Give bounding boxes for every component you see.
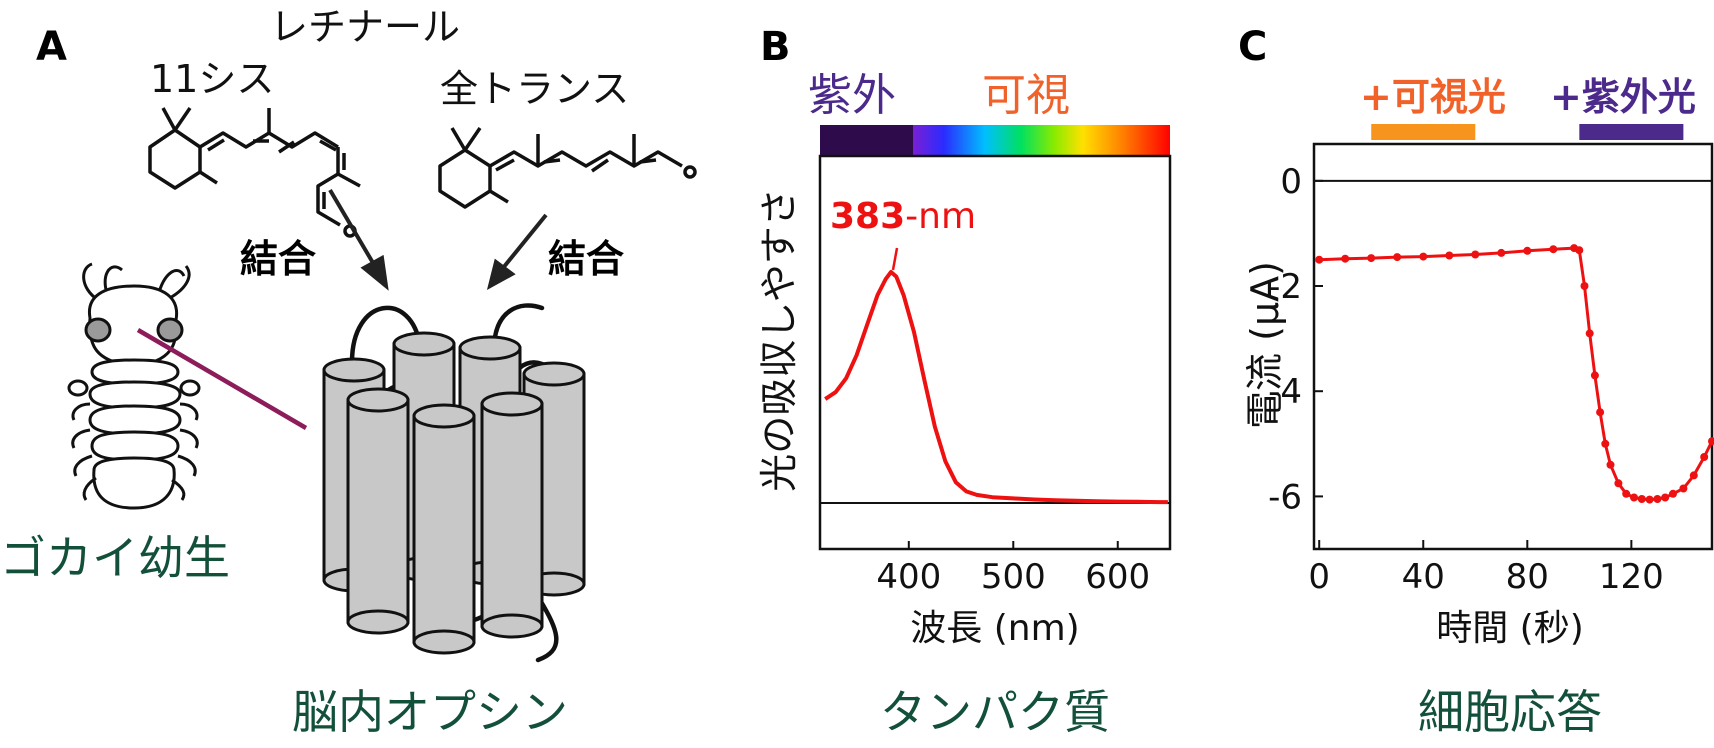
- current-data-point: [1523, 246, 1532, 255]
- peak-wavelength-value: 383: [830, 196, 905, 237]
- time-tick-label: 120: [1599, 557, 1664, 597]
- visible-light-label: +可視光: [1360, 75, 1506, 119]
- panel-c-letter: C: [1238, 24, 1267, 70]
- current-tick-label: -4: [1268, 372, 1302, 412]
- current-data-point: [1679, 484, 1688, 493]
- current-data-point: [1637, 495, 1646, 503]
- wavelength-tick-label: 400: [876, 557, 941, 597]
- current-data-point: [1661, 493, 1670, 502]
- bind-label-left: 結合: [240, 237, 316, 281]
- time-tick-label: 0: [1308, 557, 1330, 597]
- cell-response-caption: 細胞応答: [1418, 685, 1602, 739]
- absorbance-curve: [824, 270, 1168, 505]
- current-data-point: [1367, 254, 1376, 263]
- bind-label-right: 結合: [548, 237, 624, 281]
- retinal-title: レチナール: [270, 5, 460, 49]
- cis-label: 11シス: [150, 57, 274, 101]
- uv-region-label: 紫外: [808, 70, 896, 121]
- time-xlabel: 時間 (秒): [1436, 608, 1584, 649]
- current-ylabel: 電流 (μA): [1243, 261, 1287, 429]
- current-data-point: [1549, 245, 1558, 254]
- current-data-point: [1585, 329, 1594, 338]
- current-data-point: [1645, 495, 1654, 504]
- cis-retinal-structure: [148, 107, 361, 238]
- peak-wavelength-unit: -nm: [905, 196, 976, 237]
- panel-a: A レチナール 11シス 全トランス: [0, 5, 697, 739]
- time-tick-label: 40: [1402, 557, 1445, 597]
- current-data-point: [1393, 253, 1402, 262]
- current-data-point: [1700, 453, 1709, 461]
- current-data-point: [1708, 437, 1714, 446]
- larva-illustration: [67, 262, 201, 510]
- uv-light-label: +紫外光: [1550, 75, 1696, 119]
- current-data-point: [1622, 489, 1631, 498]
- opsin-label: 脳内オプシン: [292, 685, 568, 739]
- panel-c: C +可視光 +紫外光 0 -2 -4 -6 0 40 80 120 電流 (μA) 時間 …: [1238, 24, 1714, 739]
- current-data-point: [1614, 479, 1623, 488]
- current-data-point: [1341, 254, 1350, 263]
- visible-light-period-bar: [1371, 124, 1476, 140]
- current-data-point: [1419, 252, 1428, 261]
- current-data-point: [1575, 246, 1584, 255]
- larva-label: ゴカイ幼生: [0, 531, 230, 585]
- current-tick-label: -6: [1268, 477, 1302, 517]
- current-data-point: [1315, 255, 1324, 264]
- current-data-point: [1630, 493, 1638, 502]
- current-data-point: [1596, 408, 1605, 417]
- absorbance-plot-frame: [818, 154, 1172, 551]
- visible-region-label: 可視: [982, 70, 1070, 121]
- peak-leader-line: [891, 247, 899, 271]
- time-tick-label: 80: [1506, 557, 1549, 597]
- protein-caption: タンパク質: [880, 685, 1110, 739]
- current-data-point: [1590, 371, 1599, 380]
- trans-retinal-structure: [438, 127, 697, 209]
- larva-pointer-line: [136, 328, 308, 430]
- current-tick-label: -2: [1268, 267, 1302, 307]
- current-plot-frame: [1312, 142, 1714, 551]
- uv-light-period-bar: [1579, 124, 1684, 140]
- panel-b: B 紫外 可視 400 500 600 383-nm 光の吸収しやすさ 波長 (nm…: [757, 24, 1172, 739]
- current-data-point: [1497, 248, 1506, 257]
- panel-a-letter: A: [36, 24, 67, 70]
- absorbance-ylabel: 光の吸収しやすさ: [757, 188, 801, 492]
- current-data-point: [1653, 495, 1662, 503]
- wavelength-tick-label: 600: [1085, 557, 1150, 597]
- wavelength-xlabel: 波長 (nm): [910, 608, 1079, 649]
- visible-spectrum-bar: [913, 125, 1170, 156]
- opsin-illustration: [322, 303, 586, 663]
- current-data-point: [1445, 251, 1454, 260]
- wavelength-tick-label: 500: [981, 557, 1046, 597]
- uv-bar: [820, 125, 913, 156]
- bind-arrows: [328, 188, 548, 291]
- current-tick-label: 0: [1280, 162, 1302, 202]
- current-data-point: [1580, 282, 1589, 290]
- current-data-point: [1471, 250, 1480, 259]
- panel-b-letter: B: [760, 24, 791, 70]
- current-trace: [1319, 246, 1714, 502]
- current-data-point: [1606, 460, 1615, 469]
- current-data-point: [1601, 439, 1610, 448]
- peak-annotation: 383-nm: [830, 196, 976, 237]
- current-data-point: [1669, 489, 1677, 498]
- trans-label: 全トランス: [440, 67, 629, 111]
- current-data-point: [1689, 471, 1698, 480]
